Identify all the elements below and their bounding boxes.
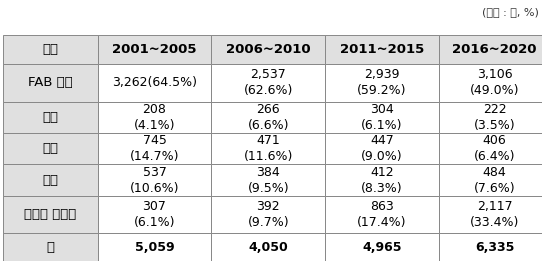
Text: 266
(6.6%): 266 (6.6%) [248,103,289,132]
Text: 4,050: 4,050 [248,241,288,254]
Text: 2001~2005: 2001~2005 [112,43,197,56]
Text: 2011~2015: 2011~2015 [340,43,424,56]
Text: 412
(8.3%): 412 (8.3%) [362,166,403,195]
Text: 설계: 설계 [42,111,58,124]
Text: 307
(6.1%): 307 (6.1%) [134,200,175,229]
Text: (단위 : 건, %): (단위 : 건, %) [482,7,539,16]
Text: 4,965: 4,965 [363,241,402,254]
Text: 5,059: 5,059 [134,241,175,254]
Text: 2006~2010: 2006~2010 [226,43,311,56]
Text: 미국: 미국 [42,43,58,56]
Text: 863
(17.4%): 863 (17.4%) [357,200,407,229]
Text: 304
(6.1%): 304 (6.1%) [362,103,403,132]
Text: 소재: 소재 [42,142,58,155]
Text: 392
(9.7%): 392 (9.7%) [248,200,289,229]
Text: 장비: 장비 [42,174,58,187]
Text: 2016~2020: 2016~2020 [453,43,537,56]
Text: 745
(14.7%): 745 (14.7%) [130,134,179,163]
Text: 6,335: 6,335 [475,241,514,254]
Text: FAB 공정: FAB 공정 [28,76,73,90]
Text: 484
(7.6%): 484 (7.6%) [474,166,515,195]
Text: 447
(9.0%): 447 (9.0%) [362,134,403,163]
Text: 208
(4.1%): 208 (4.1%) [134,103,175,132]
Text: 계: 계 [46,241,54,254]
Text: 471
(11.6%): 471 (11.6%) [243,134,293,163]
Text: 2,117
(33.4%): 2,117 (33.4%) [470,200,519,229]
Text: 537
(10.6%): 537 (10.6%) [130,166,179,195]
Text: 2,939
(59.2%): 2,939 (59.2%) [357,68,407,97]
Text: 384
(9.5%): 384 (9.5%) [248,166,289,195]
Text: 2,537
(62.6%): 2,537 (62.6%) [243,68,293,97]
Text: 차세대 반도체: 차세대 반도체 [24,208,76,221]
Text: 3,262(64.5%): 3,262(64.5%) [112,76,197,90]
Text: 3,106
(49.0%): 3,106 (49.0%) [470,68,519,97]
Text: 222
(3.5%): 222 (3.5%) [474,103,515,132]
Text: 406
(6.4%): 406 (6.4%) [474,134,515,163]
